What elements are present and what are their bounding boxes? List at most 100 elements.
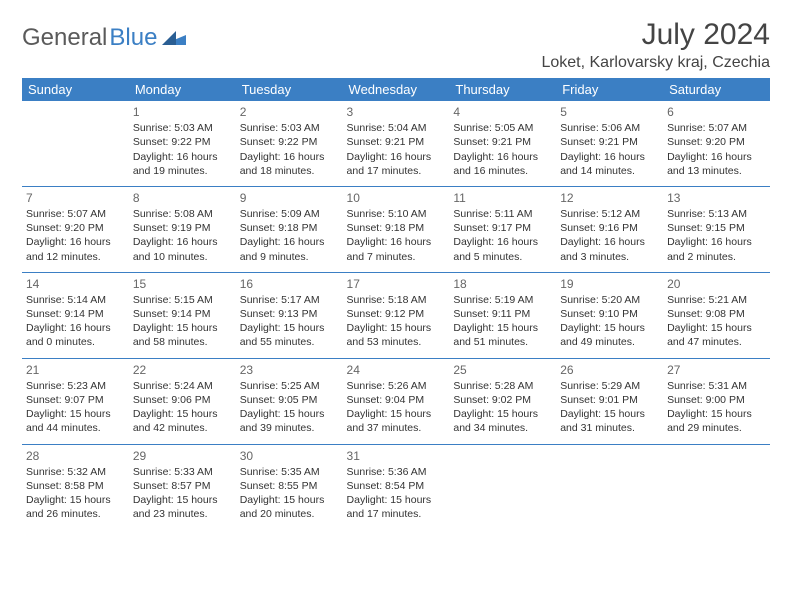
sunset-line: Sunset: 9:08 PM bbox=[667, 307, 766, 321]
day-number: 22 bbox=[133, 362, 232, 378]
calendar-cell: 2Sunrise: 5:03 AMSunset: 9:22 PMDaylight… bbox=[236, 101, 343, 186]
calendar-cell: 29Sunrise: 5:33 AMSunset: 8:57 PMDayligh… bbox=[129, 444, 236, 529]
sunrise-line: Sunrise: 5:07 AM bbox=[667, 121, 766, 135]
sunset-line: Sunset: 8:58 PM bbox=[26, 479, 125, 493]
sunrise-line: Sunrise: 5:35 AM bbox=[240, 465, 339, 479]
sunset-line: Sunset: 9:19 PM bbox=[133, 221, 232, 235]
calendar-cell: 16Sunrise: 5:17 AMSunset: 9:13 PMDayligh… bbox=[236, 272, 343, 358]
sunset-line: Sunset: 8:55 PM bbox=[240, 479, 339, 493]
location: Loket, Karlovarsky kraj, Czechia bbox=[541, 54, 770, 72]
sunrise-line: Sunrise: 5:08 AM bbox=[133, 207, 232, 221]
calendar-cell: 3Sunrise: 5:04 AMSunset: 9:21 PMDaylight… bbox=[343, 101, 450, 186]
daylight-line: Daylight: 16 hours and 16 minutes. bbox=[453, 150, 552, 178]
calendar-cell: 18Sunrise: 5:19 AMSunset: 9:11 PMDayligh… bbox=[449, 272, 556, 358]
day-number: 13 bbox=[667, 190, 766, 206]
title-block: July 2024 Loket, Karlovarsky kraj, Czech… bbox=[541, 18, 770, 72]
sunset-line: Sunset: 9:20 PM bbox=[667, 135, 766, 149]
calendar-row: 28Sunrise: 5:32 AMSunset: 8:58 PMDayligh… bbox=[22, 444, 770, 529]
daylight-line: Daylight: 15 hours and 20 minutes. bbox=[240, 493, 339, 521]
sunrise-line: Sunrise: 5:24 AM bbox=[133, 379, 232, 393]
sunrise-line: Sunrise: 5:26 AM bbox=[347, 379, 446, 393]
sunrise-line: Sunrise: 5:19 AM bbox=[453, 293, 552, 307]
sunrise-line: Sunrise: 5:33 AM bbox=[133, 465, 232, 479]
day-number: 20 bbox=[667, 276, 766, 292]
calendar-cell: 12Sunrise: 5:12 AMSunset: 9:16 PMDayligh… bbox=[556, 186, 663, 272]
daylight-line: Daylight: 16 hours and 7 minutes. bbox=[347, 235, 446, 263]
daylight-line: Daylight: 16 hours and 12 minutes. bbox=[26, 235, 125, 263]
day-number: 21 bbox=[26, 362, 125, 378]
calendar-cell: 19Sunrise: 5:20 AMSunset: 9:10 PMDayligh… bbox=[556, 272, 663, 358]
day-header: Sunday bbox=[22, 78, 129, 101]
day-number: 14 bbox=[26, 276, 125, 292]
daylight-line: Daylight: 15 hours and 42 minutes. bbox=[133, 407, 232, 435]
sunrise-line: Sunrise: 5:23 AM bbox=[26, 379, 125, 393]
sunset-line: Sunset: 9:04 PM bbox=[347, 393, 446, 407]
calendar-cell: 20Sunrise: 5:21 AMSunset: 9:08 PMDayligh… bbox=[663, 272, 770, 358]
calendar-cell: 31Sunrise: 5:36 AMSunset: 8:54 PMDayligh… bbox=[343, 444, 450, 529]
calendar-cell bbox=[449, 444, 556, 529]
daylight-line: Daylight: 16 hours and 17 minutes. bbox=[347, 150, 446, 178]
day-number: 11 bbox=[453, 190, 552, 206]
day-number: 4 bbox=[453, 104, 552, 120]
sunrise-line: Sunrise: 5:20 AM bbox=[560, 293, 659, 307]
daylight-line: Daylight: 16 hours and 19 minutes. bbox=[133, 150, 232, 178]
calendar-head: SundayMondayTuesdayWednesdayThursdayFrid… bbox=[22, 78, 770, 101]
calendar-cell: 21Sunrise: 5:23 AMSunset: 9:07 PMDayligh… bbox=[22, 358, 129, 444]
daylight-line: Daylight: 15 hours and 29 minutes. bbox=[667, 407, 766, 435]
daylight-line: Daylight: 15 hours and 53 minutes. bbox=[347, 321, 446, 349]
sunrise-line: Sunrise: 5:36 AM bbox=[347, 465, 446, 479]
day-header: Friday bbox=[556, 78, 663, 101]
daylight-line: Daylight: 15 hours and 39 minutes. bbox=[240, 407, 339, 435]
sunset-line: Sunset: 9:11 PM bbox=[453, 307, 552, 321]
calendar-cell: 4Sunrise: 5:05 AMSunset: 9:21 PMDaylight… bbox=[449, 101, 556, 186]
daylight-line: Daylight: 16 hours and 3 minutes. bbox=[560, 235, 659, 263]
sunset-line: Sunset: 9:20 PM bbox=[26, 221, 125, 235]
day-header: Wednesday bbox=[343, 78, 450, 101]
calendar-cell bbox=[22, 101, 129, 186]
daylight-line: Daylight: 15 hours and 34 minutes. bbox=[453, 407, 552, 435]
calendar-cell: 27Sunrise: 5:31 AMSunset: 9:00 PMDayligh… bbox=[663, 358, 770, 444]
sunset-line: Sunset: 9:17 PM bbox=[453, 221, 552, 235]
calendar-cell: 22Sunrise: 5:24 AMSunset: 9:06 PMDayligh… bbox=[129, 358, 236, 444]
logo-text-blue: Blue bbox=[109, 24, 157, 52]
daylight-line: Daylight: 15 hours and 17 minutes. bbox=[347, 493, 446, 521]
sunrise-line: Sunrise: 5:09 AM bbox=[240, 207, 339, 221]
calendar-cell: 6Sunrise: 5:07 AMSunset: 9:20 PMDaylight… bbox=[663, 101, 770, 186]
day-number: 15 bbox=[133, 276, 232, 292]
sunset-line: Sunset: 9:07 PM bbox=[26, 393, 125, 407]
day-number: 24 bbox=[347, 362, 446, 378]
calendar-cell: 8Sunrise: 5:08 AMSunset: 9:19 PMDaylight… bbox=[129, 186, 236, 272]
daylight-line: Daylight: 16 hours and 9 minutes. bbox=[240, 235, 339, 263]
sunset-line: Sunset: 9:21 PM bbox=[453, 135, 552, 149]
sunrise-line: Sunrise: 5:07 AM bbox=[26, 207, 125, 221]
sunset-line: Sunset: 9:06 PM bbox=[133, 393, 232, 407]
daylight-line: Daylight: 16 hours and 10 minutes. bbox=[133, 235, 232, 263]
calendar-row: 1Sunrise: 5:03 AMSunset: 9:22 PMDaylight… bbox=[22, 101, 770, 186]
sunset-line: Sunset: 9:14 PM bbox=[26, 307, 125, 321]
month-title: July 2024 bbox=[541, 18, 770, 52]
day-number: 8 bbox=[133, 190, 232, 206]
daylight-line: Daylight: 15 hours and 58 minutes. bbox=[133, 321, 232, 349]
calendar-row: 7Sunrise: 5:07 AMSunset: 9:20 PMDaylight… bbox=[22, 186, 770, 272]
sunset-line: Sunset: 9:18 PM bbox=[240, 221, 339, 235]
calendar-cell bbox=[556, 444, 663, 529]
daylight-line: Daylight: 15 hours and 49 minutes. bbox=[560, 321, 659, 349]
sunrise-line: Sunrise: 5:05 AM bbox=[453, 121, 552, 135]
calendar-cell: 9Sunrise: 5:09 AMSunset: 9:18 PMDaylight… bbox=[236, 186, 343, 272]
day-header: Tuesday bbox=[236, 78, 343, 101]
day-header: Saturday bbox=[663, 78, 770, 101]
day-number: 10 bbox=[347, 190, 446, 206]
daylight-line: Daylight: 15 hours and 23 minutes. bbox=[133, 493, 232, 521]
sunrise-line: Sunrise: 5:03 AM bbox=[240, 121, 339, 135]
sunrise-line: Sunrise: 5:06 AM bbox=[560, 121, 659, 135]
sunrise-line: Sunrise: 5:31 AM bbox=[667, 379, 766, 393]
calendar-cell: 23Sunrise: 5:25 AMSunset: 9:05 PMDayligh… bbox=[236, 358, 343, 444]
day-number: 28 bbox=[26, 448, 125, 464]
calendar-table: SundayMondayTuesdayWednesdayThursdayFrid… bbox=[22, 78, 770, 529]
day-number: 26 bbox=[560, 362, 659, 378]
calendar-cell: 10Sunrise: 5:10 AMSunset: 9:18 PMDayligh… bbox=[343, 186, 450, 272]
day-number: 7 bbox=[26, 190, 125, 206]
day-number: 9 bbox=[240, 190, 339, 206]
daylight-line: Daylight: 15 hours and 51 minutes. bbox=[453, 321, 552, 349]
calendar-cell: 5Sunrise: 5:06 AMSunset: 9:21 PMDaylight… bbox=[556, 101, 663, 186]
